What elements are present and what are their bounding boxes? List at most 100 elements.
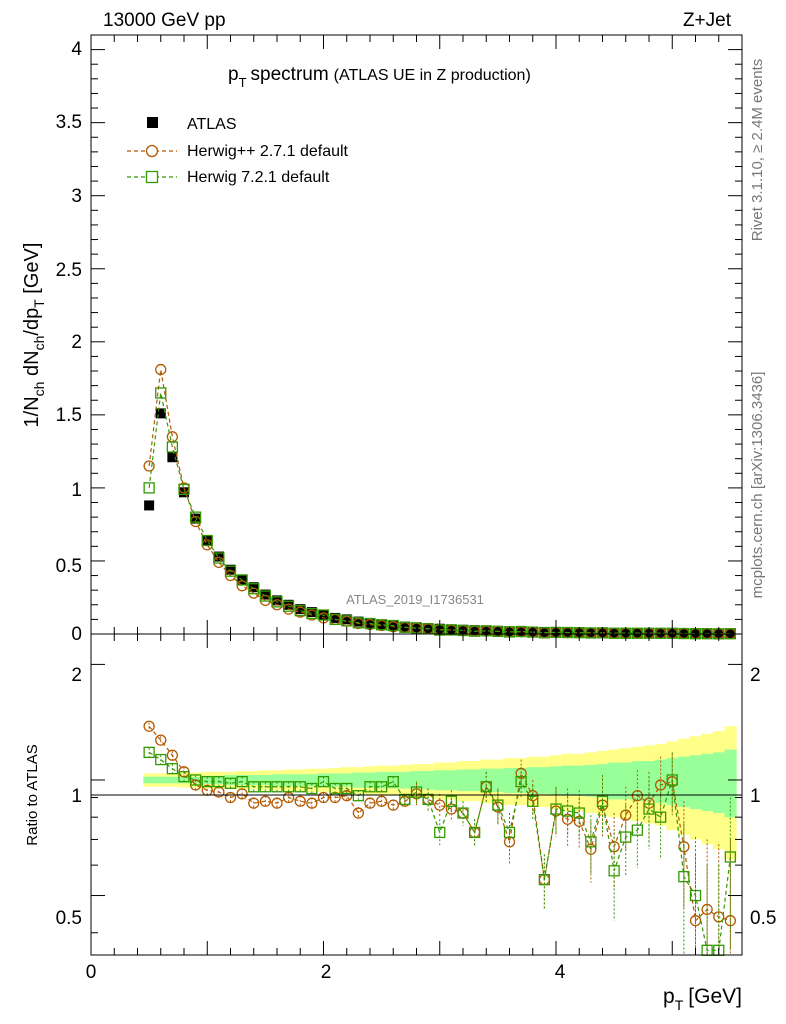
herwig7-point xyxy=(248,583,260,595)
herwig7-point xyxy=(201,534,213,547)
ratio-herwigpp-point xyxy=(306,797,318,809)
atlas-point xyxy=(516,626,527,637)
herwig7-point xyxy=(375,619,388,631)
ratio-herwig7-point xyxy=(201,775,213,788)
ratio-herwig7-point xyxy=(410,786,423,798)
herwigpp-point xyxy=(236,580,248,592)
herwig7-point xyxy=(143,482,155,494)
ratio-herwig7-point xyxy=(457,807,469,819)
atlas-point xyxy=(330,612,341,623)
ratio-herwig7-point xyxy=(422,793,434,806)
atlas-point xyxy=(469,625,480,636)
atlas-point xyxy=(155,408,166,419)
band-inner-bin xyxy=(247,775,261,786)
ratio-herwigpp-point xyxy=(166,749,179,761)
band-inner-bin xyxy=(457,769,470,792)
band-inner-bin xyxy=(410,771,423,790)
herwig7-point xyxy=(654,627,667,639)
ratio-herwigpp-point xyxy=(375,795,388,807)
ratio-herwigpp-point xyxy=(364,797,376,809)
band-inner-bin xyxy=(701,753,714,812)
herwig7-point xyxy=(445,624,458,636)
herwig7-point xyxy=(341,615,353,627)
ratio-herwigpp-point xyxy=(352,807,365,819)
atlas-point xyxy=(167,452,178,463)
ratio-herwig7-point xyxy=(643,803,655,815)
ratio-plot-series xyxy=(143,720,737,956)
ratio-herwig7-point xyxy=(585,836,597,848)
ratio-herwig7-point xyxy=(434,826,446,839)
main-title: pT spectrum (ATLAS UE in Z production) xyxy=(228,64,531,90)
ratio-herwig7-point xyxy=(689,889,702,902)
atlas-point xyxy=(260,589,271,600)
x-tick-labels: 0 2 4 xyxy=(86,962,566,983)
ratio-ytick-label-right: 1 xyxy=(750,786,761,807)
band-inner-bin xyxy=(364,772,377,788)
atlas-point xyxy=(376,619,387,630)
herwig7-point xyxy=(282,600,295,612)
x-axis-label: pT [GeV] xyxy=(663,985,742,1013)
band-inner-bin xyxy=(492,768,505,793)
band-inner-bin xyxy=(282,774,295,786)
ratio-herwig7-point xyxy=(480,781,492,793)
herwig7-point xyxy=(538,627,551,639)
main-ytick-label: 3 xyxy=(71,186,82,207)
ratio-herwig7-point xyxy=(620,831,632,843)
ratio-herwig7-point xyxy=(271,781,283,793)
atlas-point xyxy=(399,621,410,632)
ratio-herwig7-point xyxy=(259,781,272,793)
legend: ATLAS Herwig++ 2.7.1 default Herwig 7.2.… xyxy=(127,116,349,186)
xtick-label: 2 xyxy=(321,962,332,983)
ratio-herwig7-point xyxy=(236,775,248,788)
ratio-herwig7-point xyxy=(282,781,295,793)
atlas-point xyxy=(341,614,352,625)
band-inner-bin xyxy=(271,774,284,786)
herwig7-point xyxy=(399,621,411,633)
band-inner-bin xyxy=(433,770,447,791)
ratio-herwigpp-point xyxy=(341,790,353,802)
herwig7-point xyxy=(213,552,225,564)
herwig7-point xyxy=(585,627,597,639)
legend-label-herwig7: Herwig 7.2.1 default xyxy=(187,169,330,186)
atlas-point xyxy=(144,500,155,511)
ratio-herwigpp-point xyxy=(271,797,283,809)
ratio-herwigpp-point xyxy=(259,795,272,807)
band-inner-bin xyxy=(213,775,226,785)
ratio-herwig7-point xyxy=(399,793,411,806)
legend-marker-herwigpp xyxy=(145,144,159,158)
band-inner-bin xyxy=(689,755,702,810)
ratio-herwigpp-point xyxy=(282,791,295,804)
ratio-herwigpp-point xyxy=(248,797,260,809)
band-inner-bin xyxy=(236,775,249,786)
band-inner-bin xyxy=(259,775,272,786)
ratio-herwig7-point xyxy=(375,781,388,793)
atlas-point xyxy=(213,551,224,562)
band-inner-bin xyxy=(678,756,691,808)
ratio-herwig7-point xyxy=(550,803,562,815)
side-text-mcplots: mcplots.cern.ch [arXiv:1306.3436] xyxy=(749,372,766,599)
main-y-axis-label: 1/Nch dNch/dpT [GeV] xyxy=(21,243,47,428)
legend-marker-herwig7 xyxy=(145,170,159,184)
band-inner-bin xyxy=(503,767,516,793)
band-inner-bin xyxy=(619,762,633,800)
main-ytick-label: 3.5 xyxy=(56,112,82,133)
main-ytick-label: 2.5 xyxy=(56,260,82,281)
band-inner-bin xyxy=(445,770,458,791)
legend-marker-atlas xyxy=(147,117,158,128)
band-inner-bin xyxy=(561,765,574,796)
ratio-herwig7-point xyxy=(306,782,318,795)
ratio-herwig7-point xyxy=(573,807,585,819)
ratio-herwigpp-point xyxy=(236,788,248,800)
analysis-id: ATLAS_2019_I1736531 xyxy=(346,592,484,607)
band-inner-bin xyxy=(306,774,319,786)
band-inner-bin xyxy=(538,767,551,794)
band-inner-bin xyxy=(399,771,412,789)
herwig7-point xyxy=(178,483,190,496)
ratio-ytick-label-right: 2 xyxy=(750,665,761,686)
ratio-ytick-label-left: 1 xyxy=(71,786,82,807)
ratio-herwigpp-point xyxy=(387,799,399,811)
ratio-herwig7-point xyxy=(608,865,620,877)
ratio-herwig7-point xyxy=(364,781,376,793)
band-inner-bin xyxy=(468,769,481,792)
ratio-herwigpp-point xyxy=(143,720,155,732)
